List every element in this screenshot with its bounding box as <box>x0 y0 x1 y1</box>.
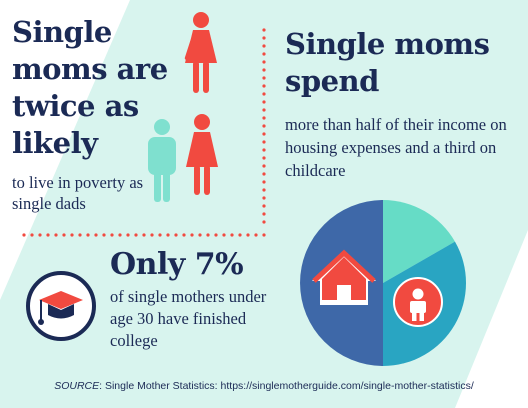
divider-dot <box>262 164 266 168</box>
poverty-headline: Single moms are twice as likely <box>12 15 168 160</box>
divider-dot <box>230 233 234 237</box>
divider-dot <box>254 233 258 237</box>
divider-dot <box>262 156 266 160</box>
poverty-subtext: to live in poverty as single dads <box>12 173 144 213</box>
divider-dot <box>182 233 186 237</box>
divider-dot <box>262 60 266 64</box>
divider-dot <box>262 116 266 120</box>
woman-icon <box>186 114 218 195</box>
divider-dot <box>262 233 266 237</box>
divider-dot <box>262 132 266 136</box>
graduation-cap-icon <box>26 271 96 341</box>
divider-dot <box>94 233 98 237</box>
divider-dot <box>262 76 266 80</box>
divider-dot <box>110 233 114 237</box>
divider-dot <box>134 233 138 237</box>
divider-dot <box>206 233 210 237</box>
divider-dot <box>46 233 50 237</box>
house-icon <box>312 249 376 305</box>
spending-headline: Single moms spend <box>285 27 490 98</box>
divider-dot <box>262 140 266 144</box>
divider-dot <box>262 108 266 112</box>
woman-icon <box>184 12 217 93</box>
divider-dot <box>22 233 26 237</box>
divider-dot <box>262 196 266 200</box>
divider-dot <box>102 233 106 237</box>
divider-dot <box>262 204 266 208</box>
divider-dot <box>262 148 266 152</box>
divider-dot <box>262 84 266 88</box>
divider-dot <box>62 233 66 237</box>
divider-dot <box>262 28 266 32</box>
pie-slice-other <box>383 200 455 283</box>
divider-dot <box>262 36 266 40</box>
vertical-dotted-divider <box>262 28 266 224</box>
divider-dot <box>222 233 226 237</box>
divider-dot <box>142 233 146 237</box>
child-icon <box>393 277 443 327</box>
divider-dot <box>262 92 266 96</box>
source-citation: SOURCE: Single Mother Statistics: https:… <box>0 380 528 392</box>
divider-dot <box>38 233 42 237</box>
divider-dot <box>150 233 154 237</box>
divider-dot <box>126 233 130 237</box>
divider-dot <box>262 124 266 128</box>
source-label: SOURCE <box>54 380 100 392</box>
divider-dot <box>86 233 90 237</box>
divider-dot <box>262 212 266 216</box>
divider-dot <box>262 52 266 56</box>
divider-dot <box>262 220 266 224</box>
college-headline: Only 7% <box>110 247 244 282</box>
divider-dot <box>262 180 266 184</box>
divider-dot <box>198 233 202 237</box>
divider-dot <box>262 172 266 176</box>
man-icon <box>148 119 176 202</box>
divider-dot <box>262 68 266 72</box>
divider-dot <box>246 233 250 237</box>
divider-dot <box>214 233 218 237</box>
divider-dot <box>238 233 242 237</box>
divider-dot <box>158 233 162 237</box>
divider-dot <box>118 233 122 237</box>
divider-dot <box>30 233 34 237</box>
divider-dot <box>262 44 266 48</box>
divider-dot <box>262 188 266 192</box>
divider-dot <box>166 233 170 237</box>
divider-dot <box>54 233 58 237</box>
divider-dot <box>190 233 194 237</box>
source-text: : Single Mother Statistics: https://sing… <box>99 380 474 392</box>
divider-dot <box>78 233 82 237</box>
spending-subtext: more than half of their income on housin… <box>285 115 507 180</box>
divider-dot <box>174 233 178 237</box>
horizontal-dotted-divider <box>22 233 266 237</box>
divider-dot <box>70 233 74 237</box>
divider-dot <box>262 100 266 104</box>
college-subtext: of single mothers under age 30 have fini… <box>110 287 267 350</box>
